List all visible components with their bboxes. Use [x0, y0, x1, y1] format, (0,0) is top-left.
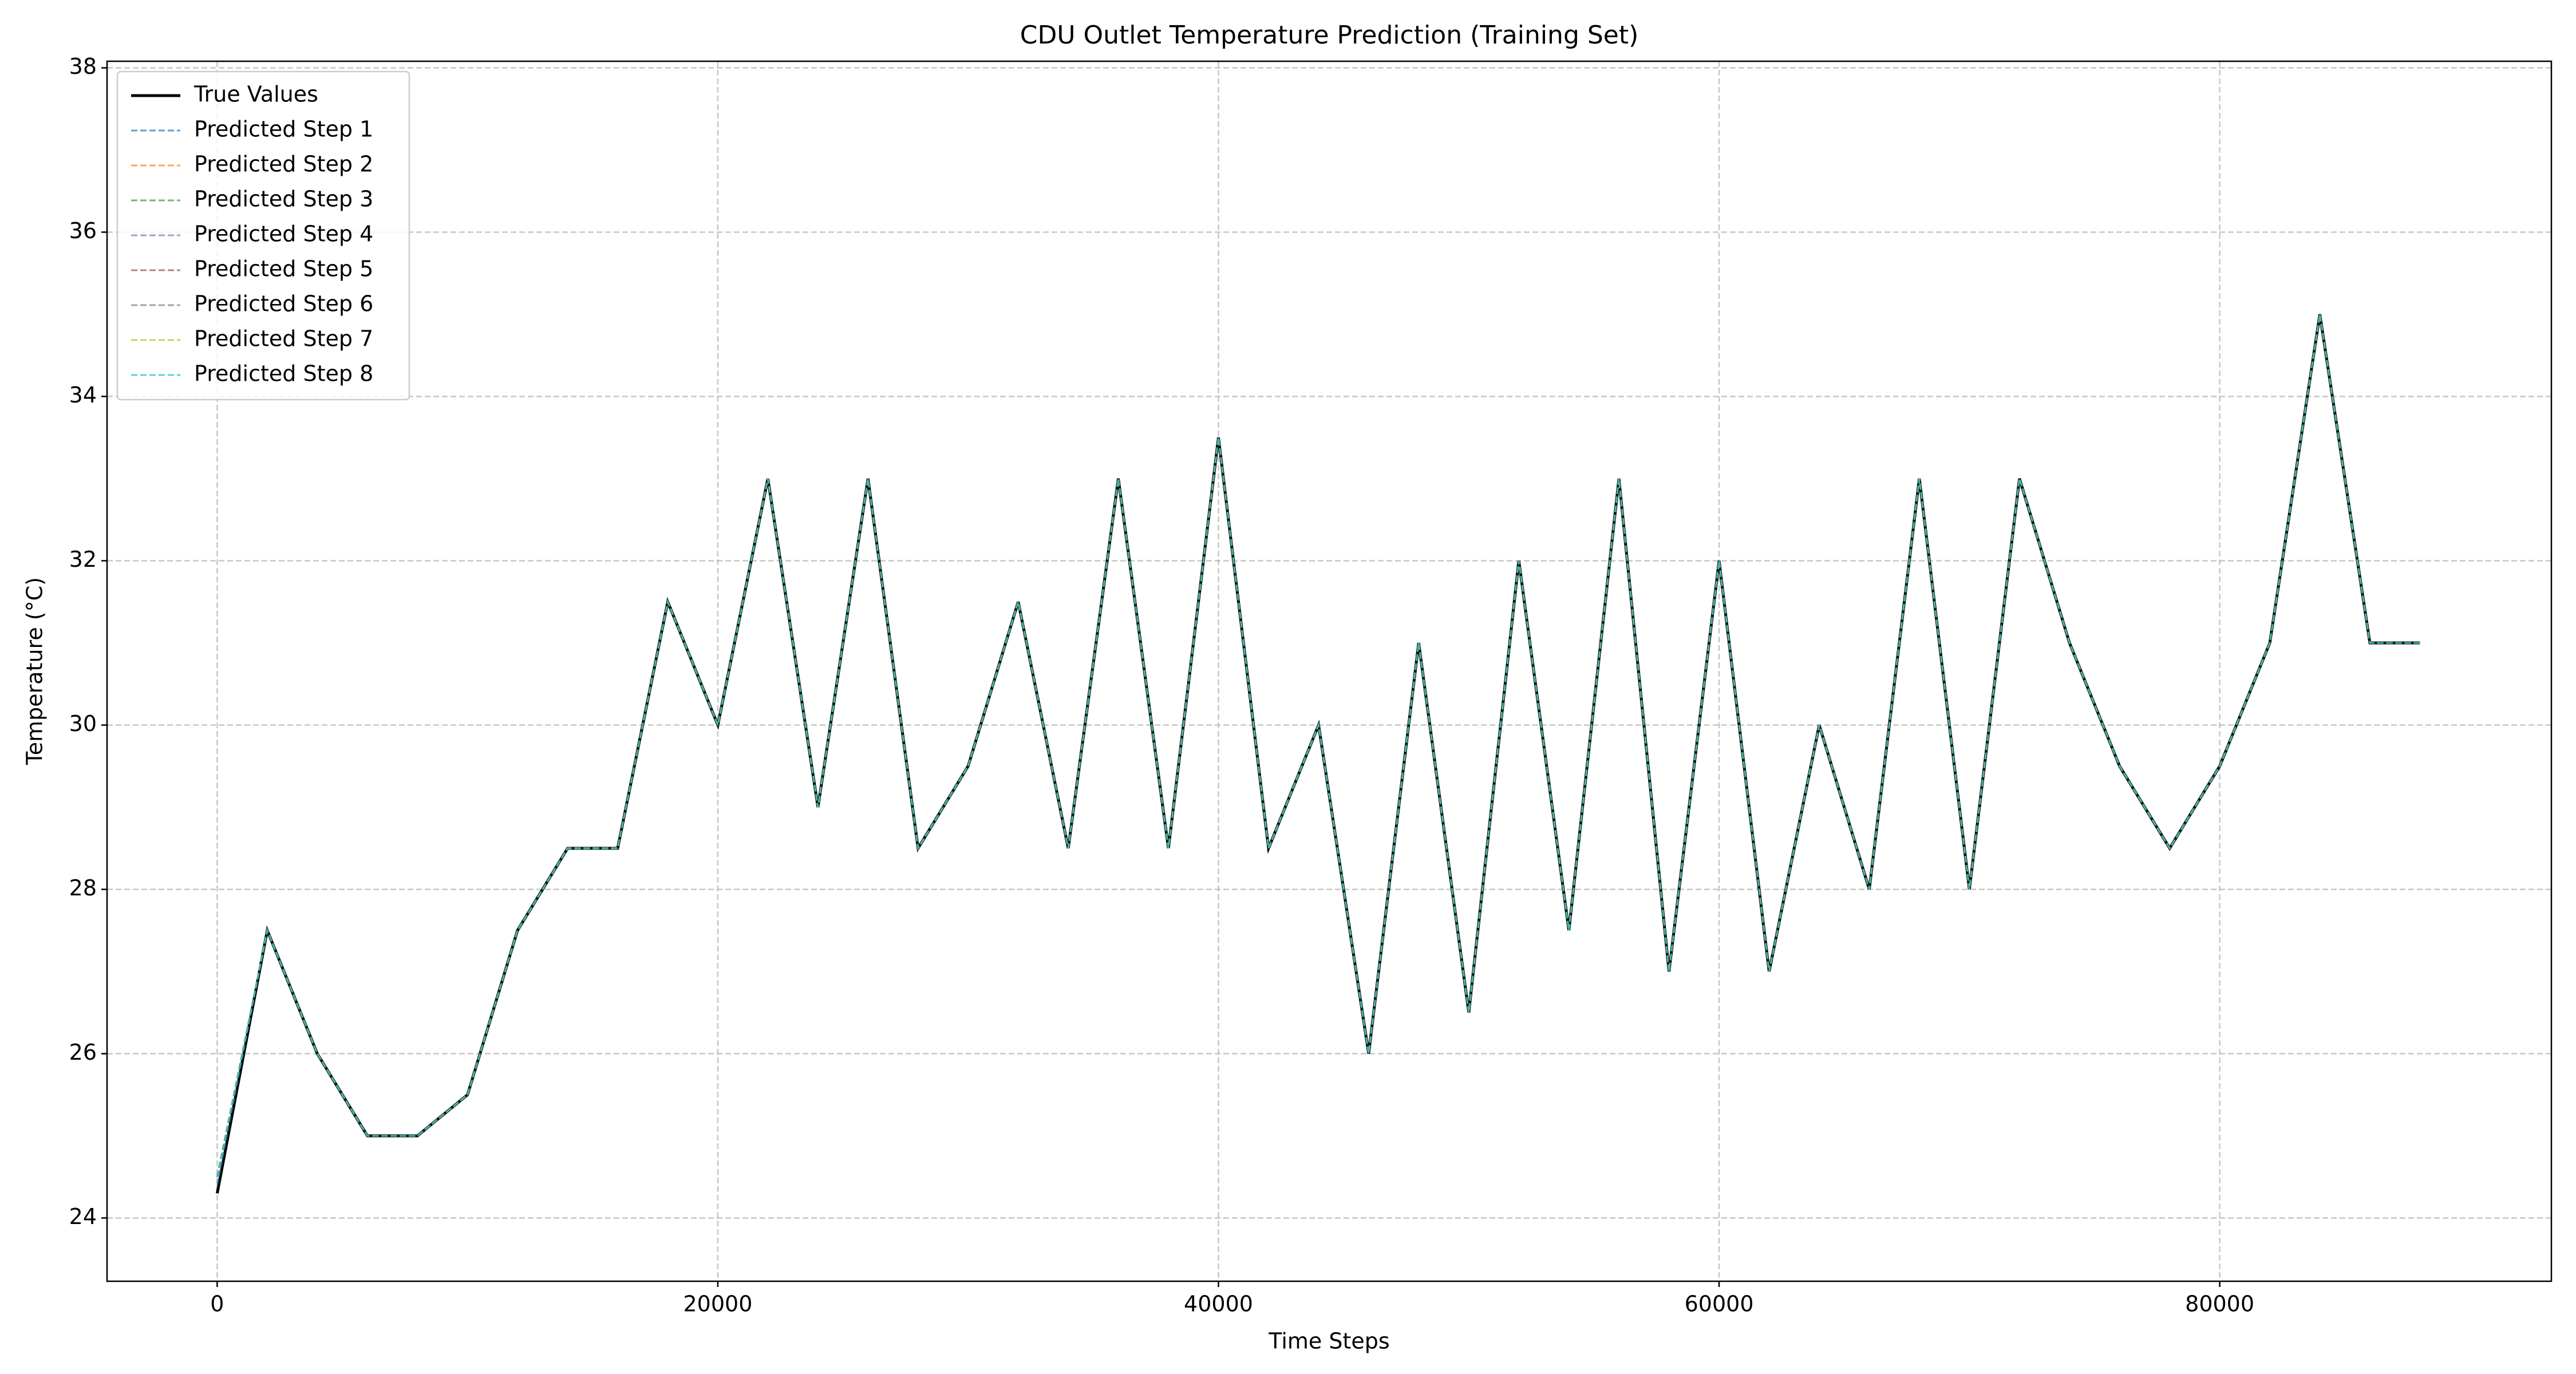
x-tick-label: 0	[210, 1292, 224, 1317]
y-tick-label: 30	[69, 711, 97, 736]
y-tick-label: 32	[69, 547, 97, 572]
legend-label: Predicted Step 2	[194, 152, 373, 177]
series-line	[216, 314, 2420, 1178]
y-tick-label: 38	[69, 54, 97, 79]
series-line	[216, 314, 2420, 1186]
legend-label: Predicted Step 6	[194, 291, 373, 317]
legend-label: Predicted Step 1	[194, 117, 373, 142]
series-line	[216, 314, 2420, 1178]
chart-title: CDU Outlet Temperature Prediction (Train…	[1020, 21, 1639, 50]
y-axis-label: Temperature (°C)	[22, 577, 48, 765]
series-line	[216, 314, 2420, 1178]
y-tick-label: 28	[69, 875, 97, 901]
legend-label: Predicted Step 4	[194, 222, 373, 247]
legend-label: Predicted Step 8	[194, 361, 373, 386]
plot-frame	[106, 60, 2553, 1282]
y-tick-label: 36	[69, 218, 97, 243]
series-line	[216, 314, 2420, 1178]
y-tick-label: 34	[69, 382, 97, 408]
x-tick-label: 40000	[1184, 1292, 1253, 1317]
legend-label: Predicted Step 5	[194, 256, 373, 282]
legend-label: True Values	[193, 82, 318, 107]
series-line	[216, 314, 2420, 1178]
x-axis-label: Time Steps	[1268, 1329, 1389, 1354]
series-line	[216, 314, 2420, 1178]
x-tick-label: 80000	[2185, 1292, 2254, 1317]
legend-label: Predicted Step 7	[194, 326, 373, 352]
x-tick-label: 60000	[1685, 1292, 1754, 1317]
series-line	[215, 314, 2420, 1194]
y-tick-label: 24	[69, 1204, 97, 1229]
x-tick-label: 20000	[683, 1292, 753, 1317]
series-line	[216, 314, 2420, 1178]
legend-box	[116, 70, 410, 401]
y-tick-label: 26	[69, 1040, 97, 1065]
legend-label: Predicted Step 3	[194, 187, 373, 212]
